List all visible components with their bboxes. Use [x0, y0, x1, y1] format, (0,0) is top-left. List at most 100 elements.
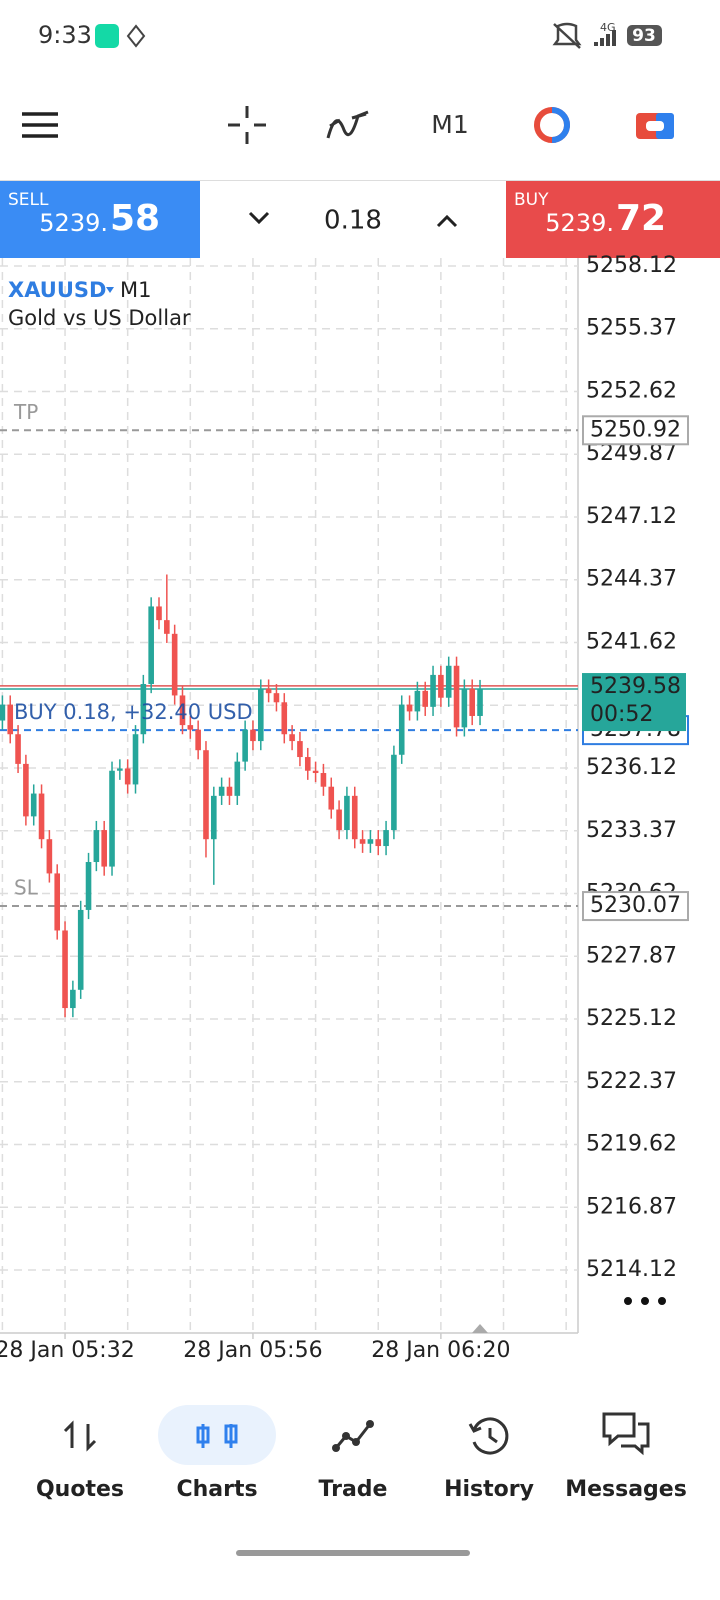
volume-down[interactable]	[248, 211, 270, 225]
candle-body	[132, 734, 139, 785]
y-tick-label: 5247.12	[586, 504, 677, 529]
tp-value: 5250.92	[590, 417, 681, 442]
buy-button[interactable]	[506, 181, 720, 258]
trade-icon	[332, 1444, 340, 1452]
candle-body	[171, 633, 178, 696]
candle-body	[375, 839, 382, 847]
quotes-icon[interactable]	[63, 1420, 97, 1452]
trade-icon[interactable]	[334, 1423, 372, 1449]
buy-price-frac: 72	[616, 198, 666, 239]
candle-body	[117, 768, 123, 771]
objects-button	[551, 107, 570, 143]
y-tick-label: 5252.62	[586, 378, 677, 403]
candle-body	[297, 741, 303, 758]
trade-button	[646, 121, 664, 131]
status-time: 9:33	[38, 21, 92, 49]
buy-label: BUY	[514, 190, 549, 210]
sell-price-main: 5239.	[39, 209, 108, 237]
app-icon	[126, 24, 146, 48]
candle-body	[203, 750, 209, 840]
candle-body	[242, 729, 248, 762]
battery-level: 93	[632, 26, 656, 46]
candle-body	[430, 674, 436, 707]
scroll-marker	[472, 1324, 488, 1333]
y-tick-label: 5216.87	[586, 1194, 677, 1219]
menu-button[interactable]	[22, 112, 58, 138]
candle-body	[304, 757, 311, 771]
candle-body	[211, 795, 217, 840]
candle-body	[250, 729, 256, 742]
candle-body	[195, 729, 201, 751]
nav-item[interactable]: Charts	[176, 1477, 257, 1502]
sell-label: SELL	[8, 190, 49, 210]
candle-body	[85, 862, 92, 910]
candle-body	[422, 690, 429, 707]
nav-item[interactable]: Quotes	[36, 1477, 124, 1502]
y-tick-label: 5249.87	[586, 441, 677, 466]
sl-box	[582, 891, 689, 922]
bid-value: 5239.58	[590, 674, 681, 699]
y-tick-label: 5258.12	[586, 253, 677, 278]
more-button[interactable]	[624, 1297, 666, 1305]
nav-item[interactable]: Trade	[319, 1477, 388, 1502]
candle-body	[156, 606, 162, 621]
battery	[627, 25, 662, 46]
candle-body	[124, 768, 131, 785]
indicators-button[interactable]	[326, 110, 369, 139]
candle-body	[7, 704, 14, 735]
candle-body	[93, 830, 100, 863]
candle-body	[109, 770, 115, 867]
history-icon[interactable]	[468, 1417, 509, 1455]
tp-name: TP	[13, 400, 38, 424]
candle-body	[187, 725, 194, 730]
candle-body	[0, 704, 6, 721]
chart: 5258.12 5255.37 5252.62 5249.87 5247.12 5244.…	[0, 253, 689, 1363]
description: Gold vs US Dollar	[8, 306, 191, 330]
candle-body	[312, 770, 319, 774]
candle-body	[406, 704, 413, 712]
y-tick-label: 5244.37	[586, 567, 677, 592]
candle-body	[70, 989, 76, 1009]
volume[interactable]: 0.18	[324, 206, 382, 236]
candle-body	[265, 688, 272, 694]
y-tick-label: 5255.37	[586, 316, 677, 341]
candle-body	[257, 688, 264, 742]
x-tick-label: 28 Jan 05:56	[183, 1338, 322, 1363]
candle-body	[218, 786, 225, 796]
nav-item[interactable]: History	[444, 1477, 534, 1502]
sl-name: SL	[14, 876, 39, 900]
position-label: BUY 0.18, +32.40 USD	[14, 700, 253, 724]
candle-body	[445, 665, 452, 698]
sell-button[interactable]	[0, 181, 200, 258]
sl-value: 5230.07	[590, 893, 681, 918]
bid-box	[582, 673, 686, 732]
nav-item[interactable]: Messages	[565, 1477, 687, 1502]
crosshair-button[interactable]	[228, 106, 266, 144]
y-tick-label: 5219.62	[586, 1132, 677, 1157]
trade-button	[656, 113, 674, 139]
candle-body	[477, 689, 483, 716]
candle-body	[336, 809, 342, 831]
candle-body	[15, 734, 21, 764]
messages-icon[interactable]	[602, 1412, 650, 1456]
candle-body	[54, 873, 61, 931]
x-tick-label: 28 Jan 05:32	[0, 1338, 135, 1363]
network: 4G	[600, 21, 616, 34]
y-tick-label: 5236.12	[586, 755, 677, 780]
candle-body	[351, 795, 358, 840]
trade-icon	[366, 1420, 374, 1428]
candle-body	[414, 690, 421, 712]
candle-body	[23, 763, 29, 817]
candle-body	[30, 793, 37, 817]
candle-body	[453, 665, 460, 728]
candle-body	[328, 786, 335, 810]
candle-body	[62, 930, 68, 1009]
charts-icon	[196, 1426, 210, 1444]
volume-up[interactable]	[436, 214, 458, 228]
timeframe-button[interactable]: M1	[431, 110, 468, 139]
candle-body	[383, 830, 389, 847]
candle-body	[281, 702, 288, 735]
divider	[0, 180, 720, 181]
